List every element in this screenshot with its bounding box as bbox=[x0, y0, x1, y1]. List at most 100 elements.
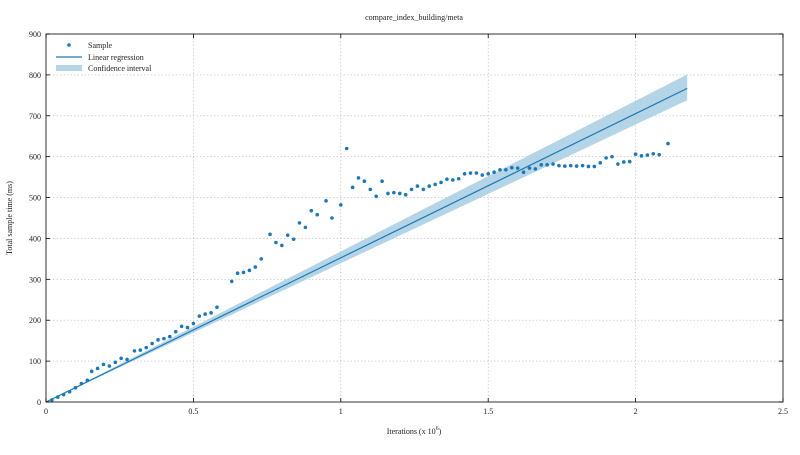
sample-point bbox=[421, 187, 426, 192]
y-tick-label: 0 bbox=[37, 398, 41, 407]
sample-point bbox=[568, 163, 573, 168]
sample-point bbox=[259, 257, 264, 261]
sample-point bbox=[380, 179, 384, 183]
sample-point bbox=[107, 364, 112, 368]
sample-point bbox=[185, 325, 190, 330]
sample-point bbox=[551, 162, 555, 166]
x-axis-title-suffix: ) bbox=[439, 427, 442, 436]
sample-point bbox=[209, 311, 213, 315]
confidence-band-layer bbox=[46, 74, 688, 402]
sample-point bbox=[580, 163, 585, 168]
sample-point bbox=[235, 271, 240, 276]
x-tick-label: 1 bbox=[339, 407, 343, 416]
sample-point bbox=[509, 165, 514, 170]
x-tick-label: 2 bbox=[634, 407, 638, 416]
sample-point bbox=[138, 348, 143, 352]
sample-point bbox=[191, 321, 196, 326]
plot-frame bbox=[45, 33, 784, 403]
sample-point bbox=[392, 190, 396, 195]
y-tick-label: 700 bbox=[29, 112, 41, 121]
legend-swatch-sample bbox=[67, 43, 71, 47]
y-axis-ticks: 0 100 200 300 400 500 600 700 800 900 bbox=[29, 30, 783, 407]
legend: Sample Linear regression Confidence inte… bbox=[56, 41, 152, 73]
sample-point bbox=[95, 366, 100, 371]
sample-point bbox=[563, 164, 567, 168]
sample-point bbox=[486, 172, 491, 176]
sample-point bbox=[409, 187, 414, 192]
legend-item-confidence: Confidence interval bbox=[56, 64, 152, 73]
sample-point bbox=[616, 162, 620, 166]
y-tick-label: 100 bbox=[29, 357, 41, 366]
x-axis-ticks: 0 0.5 1 1.5 2 2.5 bbox=[44, 34, 788, 416]
sample-point bbox=[592, 164, 597, 169]
y-tick-label: 300 bbox=[29, 275, 41, 284]
sample-point bbox=[55, 395, 60, 399]
sample-point bbox=[309, 208, 314, 213]
sample-point bbox=[89, 369, 94, 374]
sample-point bbox=[368, 187, 373, 192]
sample-point bbox=[445, 177, 449, 181]
sample-point bbox=[627, 159, 632, 164]
sample-point bbox=[324, 199, 328, 203]
regression-line-layer bbox=[45, 87, 688, 403]
sample-point bbox=[241, 270, 246, 275]
sample-point bbox=[598, 161, 603, 165]
x-tick-label: 2.5 bbox=[778, 407, 788, 416]
sample-point bbox=[527, 166, 532, 170]
sample-point bbox=[545, 163, 549, 167]
sample-point bbox=[229, 279, 234, 284]
sample-point bbox=[156, 338, 160, 342]
x-tick-label: 0 bbox=[44, 407, 48, 416]
sample-point bbox=[150, 341, 154, 346]
sample-point bbox=[50, 398, 54, 402]
sample-point bbox=[119, 356, 123, 361]
y-tick-label: 200 bbox=[29, 316, 41, 325]
sample-point bbox=[168, 334, 172, 339]
sample-point bbox=[521, 170, 526, 175]
sample-point bbox=[574, 164, 579, 168]
sample-point bbox=[462, 172, 467, 176]
sample-point bbox=[397, 191, 402, 196]
sample-point bbox=[173, 329, 178, 334]
sample-point bbox=[215, 305, 219, 309]
sample-point bbox=[557, 163, 561, 168]
sample-point bbox=[415, 184, 420, 188]
sample-point bbox=[433, 182, 437, 187]
y-tick-label: 500 bbox=[29, 194, 41, 203]
y-tick-label: 400 bbox=[29, 234, 41, 243]
sample-point bbox=[622, 160, 626, 164]
legend-item-regression: Linear regression bbox=[56, 53, 144, 62]
sample-point bbox=[657, 152, 661, 157]
sample-point bbox=[61, 392, 66, 397]
sample-point bbox=[439, 180, 443, 185]
sample-point bbox=[515, 166, 520, 170]
sample-point bbox=[498, 167, 502, 172]
sample-point bbox=[330, 216, 334, 220]
sample-point bbox=[291, 237, 296, 242]
x-tick-label: 0.5 bbox=[188, 407, 198, 416]
sample-point bbox=[645, 153, 650, 157]
x-axis-title-main: Iterations (x 10 bbox=[387, 427, 436, 436]
sample-point bbox=[539, 163, 544, 167]
sample-point bbox=[253, 265, 258, 269]
sample-point bbox=[427, 184, 432, 188]
sample-point bbox=[85, 378, 90, 383]
legend-item-sample: Sample bbox=[67, 41, 112, 50]
sample-point bbox=[132, 349, 137, 353]
sample-point bbox=[651, 152, 656, 156]
y-tick-label: 800 bbox=[29, 71, 41, 80]
sample-point bbox=[315, 212, 320, 217]
sample-point bbox=[303, 225, 308, 230]
sample-point bbox=[386, 191, 390, 196]
sample-points-layer bbox=[50, 141, 670, 402]
regression-line bbox=[45, 87, 688, 403]
sample-point bbox=[474, 171, 479, 175]
sample-point bbox=[274, 240, 278, 245]
sample-point bbox=[350, 185, 355, 190]
sample-point bbox=[533, 167, 538, 171]
sample-point bbox=[179, 324, 184, 329]
y-tick-label: 600 bbox=[29, 153, 41, 162]
x-axis-title-exponent: 6 bbox=[436, 426, 439, 432]
